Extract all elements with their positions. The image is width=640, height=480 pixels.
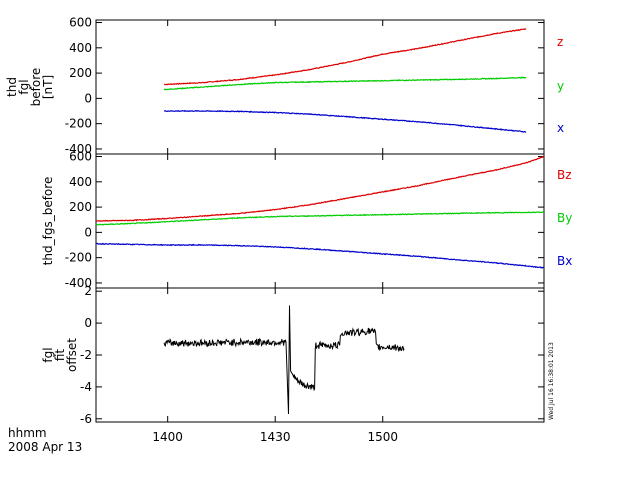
y-tick-label: 400 [69, 175, 92, 189]
series-line-z [164, 28, 527, 86]
series-line-offset [163, 305, 405, 415]
y-tick-label: 0 [84, 316, 92, 330]
y-tick-label: 200 [69, 200, 92, 214]
y-tick-label: -6 [80, 412, 92, 426]
x-tick-label: 1430 [260, 430, 291, 444]
series-line-Bx [96, 242, 545, 269]
legend-entry-Bz: Bz [557, 168, 572, 182]
legend-entry-By: By [557, 211, 572, 225]
panel-2: 600 400 200 0 -200 -400 thd_fgs_before Bz By Bx [41, 150, 572, 290]
y-tick-label: 600 [69, 16, 92, 30]
y-axis-label-line: offset [65, 338, 79, 372]
series-line-y [163, 76, 527, 91]
y-tick-label: -400 [65, 276, 92, 290]
y-tick-label: -400 [65, 142, 92, 156]
x-tick-label: 1400 [152, 430, 183, 444]
y-tick-label: 400 [69, 41, 92, 55]
y-tick-label: -4 [80, 380, 92, 394]
x-tick-label: 1500 [367, 430, 398, 444]
y-axis-label-line: thd [5, 77, 19, 97]
y-tick-label: -200 [65, 117, 92, 131]
panels: 6004002000-200-400thdfglbefore[nT]zyx600… [5, 16, 572, 426]
series-line-By [95, 211, 545, 226]
series-line-Bz [95, 155, 545, 222]
panel-frame [95, 287, 545, 423]
legend-entry-z: z [557, 35, 563, 49]
x-axis-label-line-1: hhmm [8, 426, 47, 440]
legend-entry-Bx: Bx [557, 254, 572, 268]
y-tick-label: 0 [84, 91, 92, 105]
y-tick-label: 600 [69, 150, 92, 164]
y-tick-label: 200 [69, 66, 92, 80]
y-tick-label: 0 [84, 225, 92, 239]
y-axis-label-line: [nT] [41, 75, 55, 99]
series-line-x [164, 109, 527, 133]
y-axis-label-line: thd_fgs_before [41, 177, 55, 266]
legend-entry-x: x [557, 121, 564, 135]
y-tick-label: 2 [84, 284, 92, 298]
x-axis: hhmm 2008 Apr 13 1400 1430 1500 [8, 426, 398, 454]
y-axis-label-line: fit [53, 349, 67, 362]
y-tick-label: -200 [65, 251, 92, 265]
legend-entry-y: y [557, 79, 564, 93]
y-tick-label: -2 [80, 348, 92, 362]
y-axis-label-line: fgl [41, 347, 55, 362]
y-axis-label-line: before [29, 68, 43, 107]
y-axis-label-line: fgl [17, 79, 31, 94]
timestamp-label: Wed Jul 16 16:38:01 2013 [548, 342, 555, 420]
x-axis-label-line-2: 2008 Apr 13 [8, 440, 82, 454]
panel-frame [95, 19, 545, 155]
